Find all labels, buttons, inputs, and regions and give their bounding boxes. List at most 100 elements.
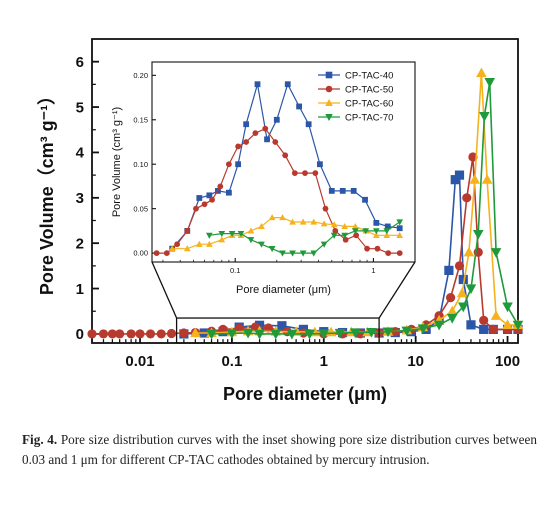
main-x-tick-label: 10 [407, 353, 424, 370]
inset-data-point [320, 241, 328, 248]
main-y-tick-label: 4 [76, 145, 85, 162]
main-y-axis-title: Pore Volume（cm³ g⁻¹） [37, 87, 57, 295]
main-x-tick-label: 1 [320, 353, 328, 370]
inset-data-point [268, 246, 276, 253]
inset-series-cp-tac-70 [206, 219, 404, 257]
inset-data-point [350, 187, 357, 194]
inset-data-point [396, 219, 404, 226]
main-data-point [126, 329, 136, 339]
inset-data-point [201, 201, 208, 208]
inset-data-point [183, 245, 191, 252]
inset-data-point [174, 241, 181, 248]
main-data-point [179, 328, 189, 338]
inset-data-point [284, 81, 291, 88]
inset-data-point [235, 161, 242, 168]
inset-data-point [316, 161, 323, 168]
main-x-axis-title: Pore diameter (μm) [223, 384, 387, 404]
main-data-point [502, 302, 513, 313]
inset-plot-frame [151, 61, 416, 263]
main-data-point [87, 329, 97, 339]
inset-data-point [383, 228, 391, 235]
inset-data-point [279, 250, 286, 257]
inset-data-point [384, 223, 391, 230]
inset-y-tick-label: 0.15 [133, 115, 148, 124]
inset-data-point [385, 250, 392, 257]
figure: 0.01 0.1 1 10 100 0 1 2 3 4 5 6 Pore diameter (μm) Po… [37, 38, 524, 404]
main-data-point [456, 287, 468, 298]
main-data-point [226, 329, 238, 339]
main-data-point [472, 229, 484, 240]
main-data-point [463, 246, 475, 257]
inset-data-point [322, 205, 329, 212]
inset-data-point [184, 227, 191, 234]
main-data-point [304, 329, 315, 340]
inset-data-point [362, 196, 368, 203]
inset-data-point [272, 139, 279, 145]
inset-data-point [228, 230, 236, 238]
main-data-point [145, 329, 156, 339]
inset-data-point [383, 231, 391, 238]
inset-series-line [172, 217, 400, 250]
inset-data-point [299, 250, 307, 257]
inset-data-point [374, 245, 381, 252]
main-data-point [454, 261, 465, 271]
inset-data-point [364, 245, 370, 252]
inset-data-point [330, 232, 338, 239]
inset-y-tick-label: 0.00 [133, 249, 148, 258]
inset-data-point [353, 232, 360, 239]
inset-data-point [305, 121, 312, 128]
inset-chart: 0.1 1 0.00 0.05 0.10 0.15 0.20 Pore diameter (μ… [111, 61, 416, 296]
main-y-tick-label: 0 [76, 326, 84, 343]
figure-caption: Fig. 4. Pore size distribution curves wi… [22, 430, 537, 470]
inset-legend-label: CP-TAC-60 [345, 98, 393, 109]
inset-data-point [362, 228, 370, 235]
inset-data-point [289, 218, 296, 225]
main-data-point [446, 305, 458, 316]
inset-legend-label: CP-TAC-50 [345, 84, 393, 95]
inset-data-point [372, 228, 380, 235]
main-data-point [349, 328, 361, 339]
main-data-point [107, 329, 117, 339]
inset-y-tick-label: 0.05 [133, 204, 148, 213]
main-data-point [465, 284, 477, 295]
main-data-point [318, 329, 330, 339]
inset-data-point [332, 227, 339, 234]
inset-data-point [312, 170, 319, 177]
main-y-tick-label: 1 [76, 281, 84, 298]
inset-data-point [225, 189, 232, 196]
inset-data-point [209, 196, 215, 203]
main-data-point [156, 329, 166, 339]
main-data-point [469, 174, 481, 184]
inset-data-point [254, 81, 261, 88]
inset-data-point [289, 250, 296, 257]
main-data-point [190, 327, 201, 338]
inset-data-point [225, 161, 232, 168]
inset-legend-label: CP-TAC-40 [345, 70, 393, 81]
main-data-point [334, 328, 346, 339]
inset-data-point [247, 237, 255, 244]
inset-data-point [196, 195, 203, 201]
connector-line [378, 261, 416, 319]
main-y-tick-label: 2 [76, 235, 84, 252]
inset-data-point [372, 231, 380, 238]
inset-data-point [330, 221, 338, 228]
inset-data-point [328, 187, 335, 194]
inset-data-point [291, 170, 298, 177]
main-data-point [401, 326, 413, 337]
main-data-point [512, 320, 524, 331]
inset-data-point [299, 218, 307, 225]
main-data-point [476, 67, 487, 78]
main-data-point [454, 170, 465, 180]
inset-y-tick-label: 0.20 [133, 71, 148, 80]
main-data-point [433, 320, 445, 331]
main-series-cp-tac-70 [206, 77, 524, 340]
inset-legend-marker [325, 114, 333, 121]
inset-series-cp-tac-50 [153, 125, 403, 257]
inset-legend-marker [325, 85, 333, 93]
connector-line [151, 261, 178, 319]
inset-data-point [217, 183, 224, 190]
caption-label: Fig. 4. [22, 432, 58, 447]
main-data-point [462, 193, 472, 203]
main-y-tick-label: 3 [76, 190, 84, 207]
main-data-point [254, 329, 265, 340]
